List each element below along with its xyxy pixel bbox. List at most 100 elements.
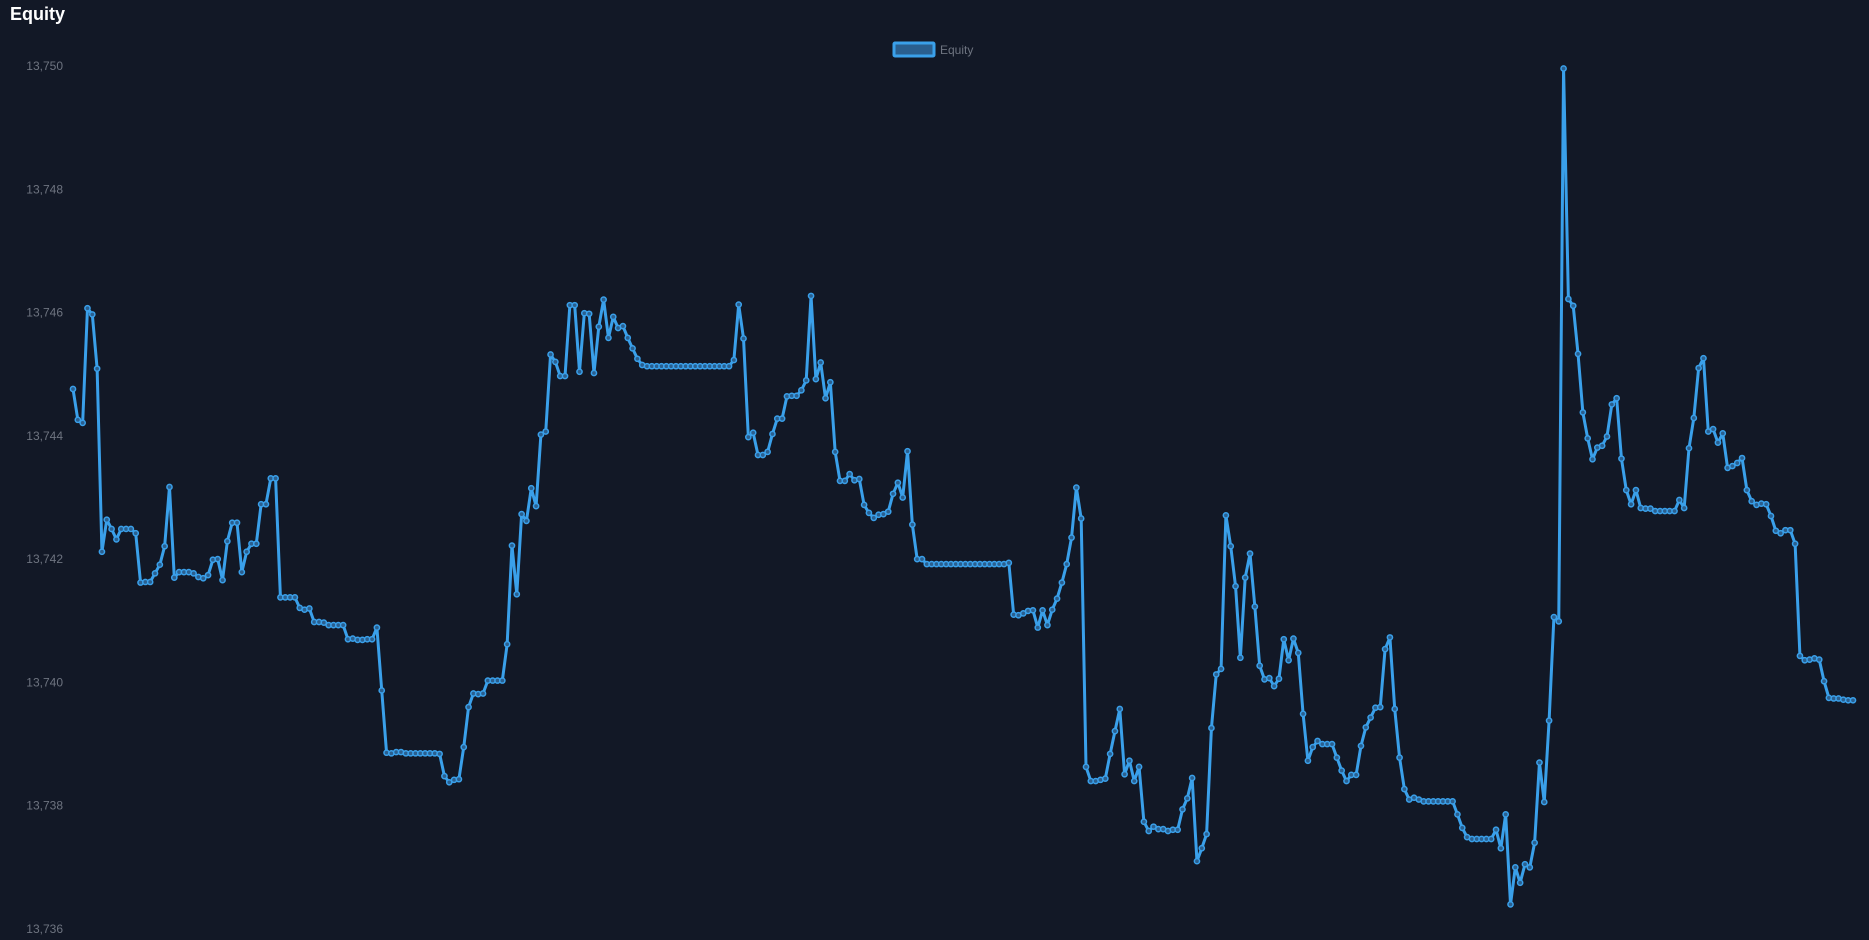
data-point[interactable] bbox=[1796, 652, 1804, 660]
data-point[interactable] bbox=[132, 529, 140, 537]
data-point[interactable] bbox=[740, 335, 747, 342]
data-point[interactable] bbox=[1849, 696, 1857, 704]
data-point[interactable] bbox=[156, 561, 164, 569]
data-point[interactable] bbox=[1584, 434, 1592, 442]
data-point[interactable] bbox=[69, 385, 77, 393]
data-point[interactable] bbox=[127, 525, 135, 533]
data-point[interactable] bbox=[1738, 454, 1746, 462]
data-point[interactable] bbox=[1632, 486, 1640, 494]
data-point[interactable] bbox=[306, 605, 313, 612]
data-point[interactable] bbox=[1685, 444, 1693, 452]
data-point[interactable] bbox=[1198, 844, 1206, 852]
data-point[interactable] bbox=[368, 635, 376, 643]
data-point[interactable] bbox=[151, 569, 159, 577]
data-point[interactable] bbox=[1695, 364, 1702, 372]
data-point[interactable] bbox=[793, 392, 800, 400]
data-point[interactable] bbox=[547, 351, 554, 358]
data-point[interactable] bbox=[1208, 724, 1215, 732]
data-point[interactable] bbox=[1569, 302, 1577, 310]
data-point[interactable] bbox=[518, 510, 525, 518]
data-point[interactable] bbox=[1545, 717, 1553, 725]
data-point[interactable] bbox=[600, 296, 607, 303]
data-point[interactable] bbox=[1285, 656, 1292, 664]
data-point[interactable] bbox=[571, 301, 579, 309]
data-point[interactable] bbox=[798, 386, 805, 394]
data-point[interactable] bbox=[629, 344, 636, 352]
data-point[interactable] bbox=[1574, 350, 1582, 358]
data-point[interactable] bbox=[1376, 703, 1384, 711]
data-point[interactable] bbox=[1174, 826, 1182, 834]
data-point[interactable] bbox=[1786, 526, 1794, 534]
data-point[interactable] bbox=[1608, 401, 1616, 408]
data-point[interactable] bbox=[1212, 671, 1220, 678]
legend-swatch[interactable] bbox=[892, 41, 936, 58]
data-point[interactable] bbox=[1454, 810, 1461, 818]
data-point[interactable] bbox=[1733, 459, 1741, 467]
data-point[interactable] bbox=[894, 479, 902, 487]
data-point[interactable] bbox=[1502, 810, 1510, 818]
data-point[interactable] bbox=[1516, 879, 1524, 887]
data-point[interactable] bbox=[1690, 414, 1698, 422]
data-point[interactable] bbox=[1540, 798, 1548, 806]
data-point[interactable] bbox=[1116, 705, 1124, 713]
data-point[interactable] bbox=[1700, 354, 1707, 362]
data-point[interactable] bbox=[1135, 763, 1143, 771]
data-point[interactable] bbox=[1232, 582, 1239, 590]
data-point[interactable] bbox=[1709, 425, 1717, 433]
data-point[interactable] bbox=[1314, 737, 1321, 745]
data-point[interactable] bbox=[846, 470, 853, 478]
data-point[interactable] bbox=[219, 576, 226, 584]
data-point[interactable] bbox=[1622, 486, 1630, 494]
data-point[interactable] bbox=[1815, 656, 1823, 663]
data-point[interactable] bbox=[1270, 682, 1278, 690]
data-point[interactable] bbox=[735, 301, 743, 308]
data-point[interactable] bbox=[527, 484, 535, 492]
data-point[interactable] bbox=[1743, 486, 1751, 494]
data-point[interactable] bbox=[1396, 754, 1403, 761]
data-point[interactable] bbox=[1290, 635, 1297, 643]
data-point[interactable] bbox=[822, 394, 829, 402]
data-point[interactable] bbox=[764, 448, 771, 456]
data-point[interactable] bbox=[204, 571, 212, 579]
data-point[interactable] bbox=[508, 542, 516, 549]
data-point[interactable] bbox=[1729, 462, 1736, 470]
data-point[interactable] bbox=[542, 428, 550, 435]
data-point[interactable] bbox=[1767, 512, 1775, 520]
data-point[interactable] bbox=[1246, 550, 1254, 557]
data-point[interactable] bbox=[1357, 742, 1365, 750]
data-point[interactable] bbox=[1675, 496, 1683, 504]
data-point[interactable] bbox=[841, 477, 849, 485]
data-point[interactable] bbox=[1449, 798, 1456, 805]
data-point[interactable] bbox=[884, 508, 892, 516]
data-point[interactable] bbox=[585, 310, 593, 318]
data-point[interactable] bbox=[1526, 864, 1534, 871]
data-point[interactable] bbox=[576, 368, 583, 376]
data-point[interactable] bbox=[1338, 767, 1346, 774]
data-point[interactable] bbox=[1560, 65, 1567, 72]
data-point[interactable] bbox=[812, 375, 820, 383]
data-point[interactable] bbox=[272, 475, 279, 482]
data-point[interactable] bbox=[1391, 705, 1399, 713]
data-point[interactable] bbox=[373, 624, 381, 631]
data-point[interactable] bbox=[904, 447, 911, 455]
data-point[interactable] bbox=[1762, 500, 1770, 508]
data-point[interactable] bbox=[561, 372, 569, 380]
data-point[interactable] bbox=[759, 451, 767, 459]
data-point[interactable] bbox=[224, 537, 231, 545]
data-point[interactable] bbox=[831, 448, 839, 456]
data-point[interactable] bbox=[1719, 430, 1727, 437]
data-point[interactable] bbox=[1362, 724, 1370, 731]
data-point[interactable] bbox=[1328, 740, 1336, 748]
data-point[interactable] bbox=[1265, 674, 1273, 682]
data-point[interactable] bbox=[1126, 757, 1133, 765]
data-point[interactable] bbox=[479, 690, 487, 697]
data-point[interactable] bbox=[74, 416, 82, 424]
data-point[interactable] bbox=[1820, 677, 1828, 685]
data-point[interactable] bbox=[93, 365, 101, 373]
data-point[interactable] bbox=[725, 362, 733, 370]
data-point[interactable] bbox=[113, 536, 120, 543]
data-point[interactable] bbox=[1106, 750, 1114, 758]
data-point[interactable] bbox=[455, 775, 463, 783]
data-point[interactable] bbox=[233, 519, 241, 527]
data-point[interactable] bbox=[1193, 857, 1201, 865]
